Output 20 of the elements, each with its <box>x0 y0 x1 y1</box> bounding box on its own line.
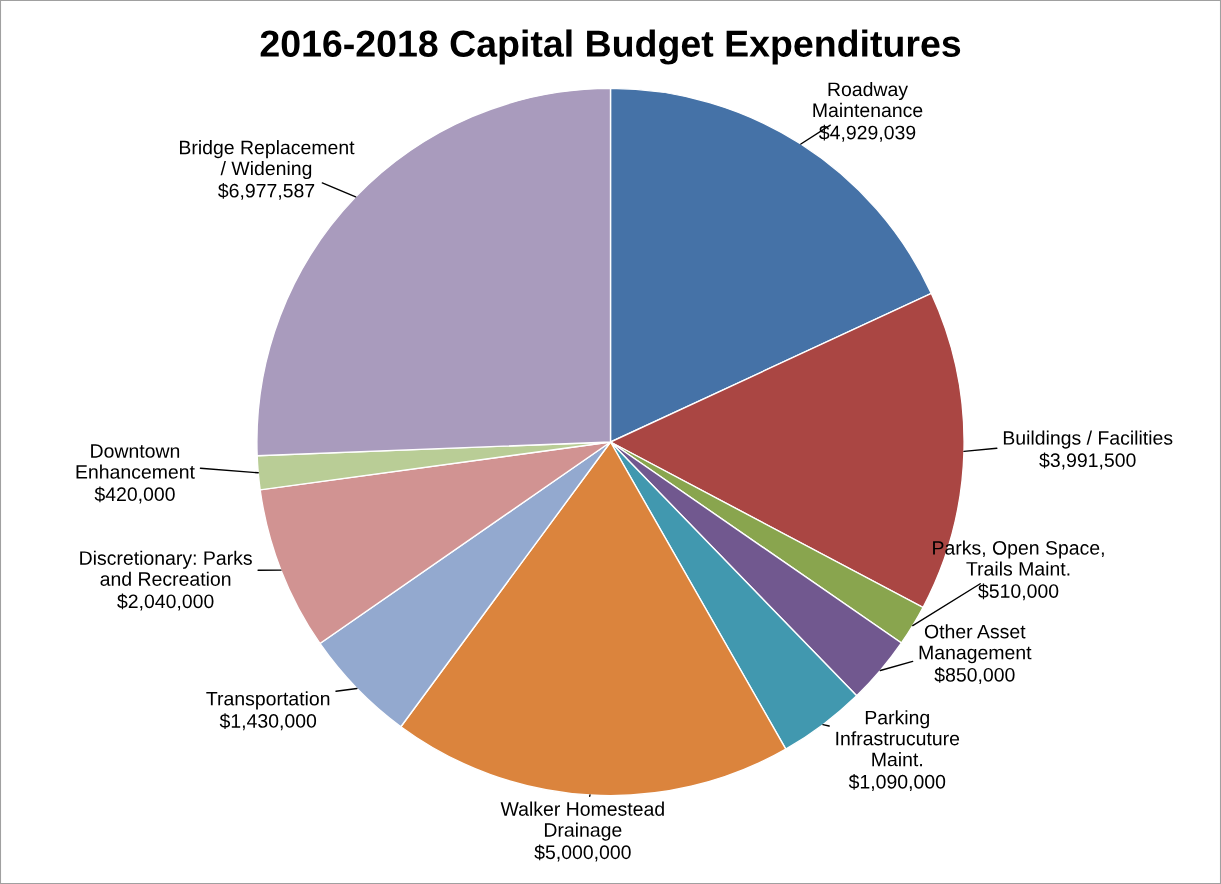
data-label: $1,090,000 <box>848 774 946 791</box>
data-label: $5,000,000 <box>534 844 631 862</box>
slice-label: Bridge Replacement / Widening <box>179 140 355 180</box>
data-label: $510,000 <box>978 583 1059 601</box>
slice-label: Buildings / Facilities <box>1003 430 1173 449</box>
data-label: $1,430,000 <box>219 713 317 731</box>
slice-label: Downtown Enhancement <box>76 444 195 479</box>
data-label: $3,991,500 <box>1039 452 1136 470</box>
data-label: $420,000 <box>94 486 175 504</box>
slice-label: Roadway Maintenance <box>813 81 923 118</box>
chart-title: 2016-2018 Capital Budget Expenditures <box>260 29 961 65</box>
slice-label: Other Asset Management <box>919 624 1032 664</box>
data-label: $4,929,039 <box>819 124 916 142</box>
slice-label: Discretionary: Parks and Recreation <box>80 550 252 586</box>
slice-label: Walker Homestead Drainage <box>500 801 664 841</box>
slice-label: Parking Infrastrucuture Maint. <box>836 710 960 767</box>
data-label: $850,000 <box>934 667 1015 684</box>
data-label: $2,040,000 <box>117 593 214 611</box>
data-label: $6,977,587 <box>218 182 315 200</box>
slice-label: Transportation <box>206 691 330 710</box>
